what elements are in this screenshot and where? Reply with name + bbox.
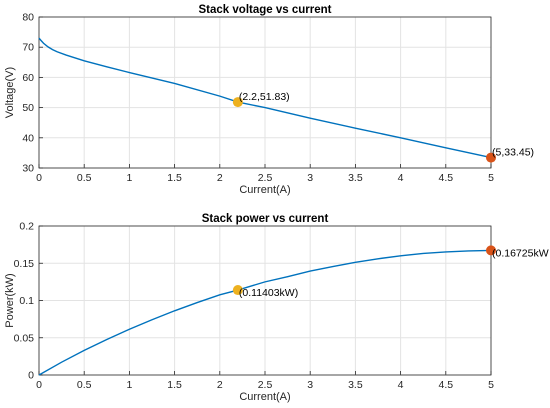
y-tick-label: 80 xyxy=(22,12,34,24)
y-tick-label: 0.05 xyxy=(14,332,35,344)
chart-title: Stack power vs current xyxy=(202,213,329,225)
y-tick-label: 30 xyxy=(22,163,34,175)
y-tick-label: 0.2 xyxy=(19,221,34,233)
x-tick-label: 3.5 xyxy=(348,172,363,184)
x-tick-label: 0 xyxy=(36,172,42,184)
x-tick-label: 5 xyxy=(488,172,494,184)
y-tick-label: 0.1 xyxy=(19,295,34,307)
axes-box xyxy=(38,16,492,169)
highlight-point xyxy=(486,245,496,256)
point-annotation: (2.2,51.83) xyxy=(239,91,290,103)
x-tick-label: 4.5 xyxy=(438,172,453,184)
x-axis-label: Current(A) xyxy=(239,184,290,196)
x-tick-label: 0.5 xyxy=(77,172,92,184)
x-tick-label: 2 xyxy=(217,379,223,391)
x-tick-label: 0 xyxy=(36,379,42,391)
axes-box xyxy=(38,225,492,376)
x-tick-label: 2.5 xyxy=(258,379,273,391)
x-tick-label: 5 xyxy=(488,379,494,391)
x-tick-label: 4 xyxy=(398,379,404,391)
x-tick-label: 4.5 xyxy=(438,379,453,391)
point-annotation: (0.16725kW xyxy=(492,247,549,259)
x-tick-label: 1.5 xyxy=(167,172,182,184)
x-tick-label: 2 xyxy=(217,172,223,184)
x-tick-label: 3 xyxy=(307,172,313,184)
y-axis-label: Power(kW) xyxy=(4,273,16,327)
x-tick-label: 4 xyxy=(398,172,404,184)
x-tick-label: 1 xyxy=(126,172,132,184)
y-tick-label: 70 xyxy=(22,42,34,54)
y-axis-label: Voltage(V) xyxy=(4,67,16,118)
point-annotation: (0.11403kW) xyxy=(239,287,298,299)
series-line xyxy=(38,249,492,376)
x-tick-label: 3 xyxy=(307,379,313,391)
highlight-point xyxy=(232,285,243,296)
y-tick-label: 40 xyxy=(22,132,34,144)
highlight-point xyxy=(232,97,243,108)
x-tick-label: 0.5 xyxy=(77,379,92,391)
voltage-chart: 0 0.5 1 1.5 2 2.5 3 3.5 4 4.5 5 30 40 50 60 70 80 (2.2,51… xyxy=(4,4,534,196)
x-tick-label: 1.5 xyxy=(167,379,182,391)
highlight-point xyxy=(486,152,496,163)
x-tick-label: 3.5 xyxy=(348,379,363,391)
x-axis-label: Current(A) xyxy=(239,391,290,403)
power-chart: 0 0.5 1 1.5 2 2.5 3 3.5 4 4.5 5 0 0.05 0.1 0.15 0.2 (0.1… xyxy=(4,213,549,403)
y-tick-label: 60 xyxy=(22,72,34,84)
y-tick-label: 0.15 xyxy=(14,258,35,270)
y-tick-label: 0 xyxy=(28,370,34,382)
x-tick-label: 2.5 xyxy=(258,172,273,184)
chart-title: Stack voltage vs current xyxy=(199,4,332,16)
y-tick-label: 50 xyxy=(22,102,34,114)
x-tick-label: 1 xyxy=(126,379,132,391)
point-annotation: (5,33.45) xyxy=(492,147,534,159)
series-line xyxy=(38,37,492,159)
